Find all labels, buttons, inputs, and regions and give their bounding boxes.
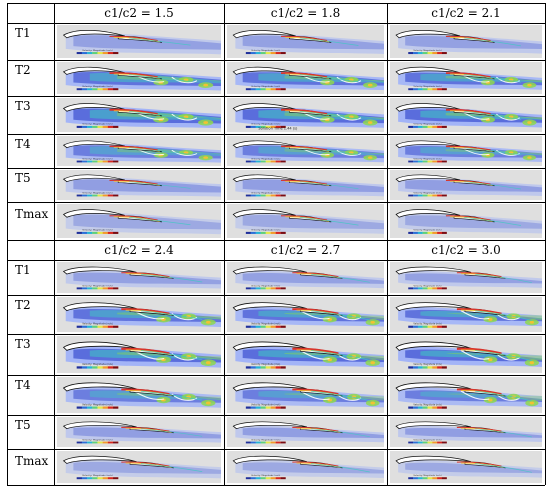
flow-field-image: Velocity: Magnitude (m/s): [227, 377, 384, 413]
flow-field-image: Velocity: Magnitude (m/s): [390, 417, 542, 447]
flow-field-image: Velocity: Magnitude (m/s): [227, 336, 384, 373]
svg-text:Velocity: Magnitude (m/s): Velocity: Magnitude (m/s): [251, 403, 280, 406]
svg-text:Velocity: Magnitude (m/s): Velocity: Magnitude (m/s): [413, 285, 441, 288]
flow-field-image: Velocity: Magnitude (m/s): [57, 204, 221, 238]
svg-text:Velocity: Magnitude (m/s): Velocity: Magnitude (m/s): [82, 229, 113, 232]
svg-text:Velocity: Magnitude (m/s): Velocity: Magnitude (m/s): [251, 363, 280, 366]
flow-field-image: Velocity: Magnitude (m/s): [227, 62, 384, 94]
row-label: T1: [15, 26, 31, 40]
svg-text:Velocity: Magnitude (m/s): Velocity: Magnitude (m/s): [413, 403, 441, 406]
flow-field-image: Velocity: Magnitude (m/s): [57, 98, 221, 132]
svg-text:Velocity: Magnitude (m/s): Velocity: Magnitude (m/s): [413, 323, 441, 326]
svg-text:Velocity: Magnitude (m/s): Velocity: Magnitude (m/s): [251, 158, 280, 161]
row-label: Tmax: [15, 454, 49, 468]
flow-field-image: Velocity: Magnitude (m/s): [390, 336, 542, 373]
flow-field-image: Velocity: Magnitude (m/s): [390, 170, 542, 200]
svg-text:Velocity: Magnitude (m/s): Velocity: Magnitude (m/s): [413, 49, 441, 52]
svg-text:Velocity: Magnitude (m/s): Velocity: Magnitude (m/s): [413, 192, 441, 195]
svg-text:Velocity: Magnitude (m/s): Velocity: Magnitude (m/s): [82, 49, 113, 52]
svg-text:Velocity: Magnitude (m/s): Velocity: Magnitude (m/s): [82, 85, 113, 88]
row-label: T3: [15, 337, 31, 351]
column-header: c1/c2 = 2.1: [431, 6, 501, 20]
flow-field-image: Velocity: Magnitude (m/s): [227, 417, 384, 447]
flow-field-image: Velocity: Magnitude (m/s): [390, 377, 542, 413]
svg-text:Velocity: Magnitude (m/s): Velocity: Magnitude (m/s): [251, 229, 280, 232]
svg-text:Velocity: Magnitude (m/s): Velocity: Magnitude (m/s): [251, 49, 280, 52]
svg-text:Velocity: Magnitude (m/s): Velocity: Magnitude (m/s): [82, 192, 113, 195]
flow-field-image: Velocity: Magnitude (m/s): [57, 62, 221, 94]
column-header: c1/c2 = 1.5: [104, 6, 174, 20]
row-label: T4: [15, 137, 31, 151]
flow-field-image: Velocity: Magnitude (m/s): [390, 204, 542, 238]
column-header: c1/c2 = 1.8: [270, 6, 341, 20]
row-label: Tmax: [15, 207, 49, 221]
svg-text:Velocity: Magnitude (m/s): Velocity: Magnitude (m/s): [251, 285, 280, 288]
svg-text:Velocity: Magnitude (m/s): Velocity: Magnitude (m/s): [251, 439, 280, 442]
flow-field-image: Velocity: Magnitude (m/s): [390, 25, 542, 58]
flow-field-image: Velocity: Magnitude (m/s): [227, 136, 384, 166]
row-label: T5: [15, 171, 31, 185]
column-header: c1/c2 = 3.0: [431, 243, 501, 257]
flow-field-image: Velocity: Magnitude (m/s): [390, 262, 542, 293]
flow-field-image: Velocity: Magnitude (m/s) Solution Time 1…: [227, 98, 384, 132]
flow-field-image: Velocity: Magnitude (m/s): [57, 336, 221, 373]
flow-field-image: Velocity: Magnitude (m/s): [227, 262, 384, 293]
svg-text:Velocity: Magnitude (m/s): Velocity: Magnitude (m/s): [82, 439, 113, 442]
svg-text:Velocity: Magnitude (m/s): Velocity: Magnitude (m/s): [413, 158, 441, 161]
svg-text:Velocity: Magnitude (m/s): Velocity: Magnitude (m/s): [82, 403, 113, 406]
flow-field-image: Velocity: Magnitude (m/s): [227, 297, 384, 332]
row-label: T2: [15, 63, 31, 77]
row-label: T4: [15, 378, 31, 392]
svg-text:Velocity: Magnitude (m/s): Velocity: Magnitude (m/s): [413, 439, 441, 442]
row-label: T5: [15, 418, 31, 432]
svg-text:Velocity: Magnitude (m/s): Velocity: Magnitude (m/s): [82, 123, 113, 126]
flow-field-image: Velocity: Magnitude (m/s): [390, 98, 542, 132]
flow-field-image: Velocity: Magnitude (m/s): [57, 451, 221, 483]
column-header: c1/c2 = 2.4: [104, 243, 174, 257]
svg-text:Velocity: Magnitude (m/s): Velocity: Magnitude (m/s): [251, 85, 280, 88]
flow-field-image: Velocity: Magnitude (m/s): [390, 451, 542, 483]
flow-field-image: Velocity: Magnitude (m/s): [57, 136, 221, 166]
svg-text:Velocity: Magnitude (m/s): Velocity: Magnitude (m/s): [82, 474, 113, 477]
flow-field-image: Velocity: Magnitude (m/s): [227, 25, 384, 58]
flow-field-image: Velocity: Magnitude (m/s): [57, 377, 221, 413]
flow-field-image: Velocity: Magnitude (m/s): [57, 170, 221, 200]
svg-text:Velocity: Magnitude (m/s): Velocity: Magnitude (m/s): [251, 323, 280, 326]
flow-field-image: Velocity: Magnitude (m/s): [390, 297, 542, 332]
flow-field-image: Velocity: Magnitude (m/s): [57, 262, 221, 293]
svg-text:Velocity: Magnitude (m/s): Velocity: Magnitude (m/s): [82, 285, 113, 288]
column-header: c1/c2 = 2.7: [270, 243, 341, 257]
svg-text:Velocity: Magnitude (m/s): Velocity: Magnitude (m/s): [251, 474, 280, 477]
flow-field-image: Velocity: Magnitude (m/s): [227, 204, 384, 238]
svg-text:Velocity: Magnitude (m/s): Velocity: Magnitude (m/s): [82, 363, 113, 366]
flow-field-image: Velocity: Magnitude (m/s): [227, 451, 384, 483]
svg-text:Velocity: Magnitude (m/s): Velocity: Magnitude (m/s): [413, 229, 441, 232]
svg-text:Velocity: Magnitude (m/s): Velocity: Magnitude (m/s): [82, 158, 113, 161]
flow-field-image: Velocity: Magnitude (m/s): [390, 136, 542, 166]
row-label: T2: [15, 298, 31, 312]
svg-text:Velocity: Magnitude (m/s): Velocity: Magnitude (m/s): [413, 363, 441, 366]
svg-text:Velocity: Magnitude (m/s): Velocity: Magnitude (m/s): [413, 474, 441, 477]
svg-text:Velocity: Magnitude (m/s): Velocity: Magnitude (m/s): [251, 192, 280, 195]
flow-field-image: Velocity: Magnitude (m/s): [57, 297, 221, 332]
svg-text:Velocity: Magnitude (m/s): Velocity: Magnitude (m/s): [413, 85, 441, 88]
svg-text:Velocity: Magnitude (m/s): Velocity: Magnitude (m/s): [82, 323, 113, 326]
flow-field-image: Velocity: Magnitude (m/s): [57, 417, 221, 447]
flow-field-image: Velocity: Magnitude (m/s): [227, 170, 384, 200]
solution-time-label: Solution Time 1.44 (s): [258, 127, 298, 131]
flow-field-image: Velocity: Magnitude (m/s): [390, 62, 542, 94]
svg-text:Velocity: Magnitude (m/s): Velocity: Magnitude (m/s): [251, 123, 280, 126]
results-table: c1/c2 = 1.5 c1/c2 = 1.8 c1/c2 = 2.1 T1 Veloc…: [7, 3, 546, 486]
svg-text:Velocity: Magnitude (m/s): Velocity: Magnitude (m/s): [413, 123, 441, 126]
row-label: T1: [15, 263, 31, 277]
row-label: T3: [15, 99, 31, 113]
flow-field-image: Velocity: Magnitude (m/s): [57, 25, 221, 58]
